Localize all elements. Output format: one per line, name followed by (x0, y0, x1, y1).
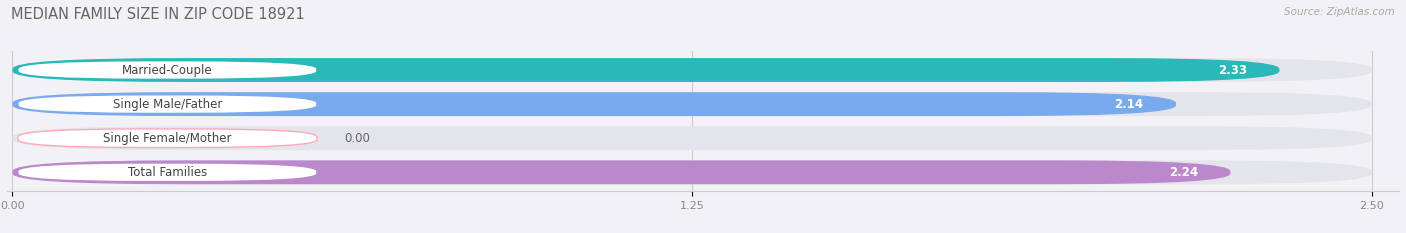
Text: Source: ZipAtlas.com: Source: ZipAtlas.com (1284, 7, 1395, 17)
Text: Single Male/Father: Single Male/Father (112, 98, 222, 111)
FancyBboxPatch shape (13, 58, 1279, 82)
Text: MEDIAN FAMILY SIZE IN ZIP CODE 18921: MEDIAN FAMILY SIZE IN ZIP CODE 18921 (11, 7, 305, 22)
Text: Married-Couple: Married-Couple (122, 64, 212, 76)
Text: Single Female/Mother: Single Female/Mother (103, 132, 232, 145)
Text: 0.00: 0.00 (344, 132, 370, 145)
FancyBboxPatch shape (13, 160, 1230, 184)
FancyBboxPatch shape (13, 92, 1175, 116)
Text: Total Families: Total Families (128, 166, 207, 179)
FancyBboxPatch shape (18, 163, 316, 182)
Text: 2.33: 2.33 (1218, 64, 1247, 76)
FancyBboxPatch shape (13, 58, 1372, 82)
FancyBboxPatch shape (13, 126, 1372, 150)
Text: 2.14: 2.14 (1115, 98, 1143, 111)
FancyBboxPatch shape (18, 61, 316, 79)
Text: 2.24: 2.24 (1168, 166, 1198, 179)
FancyBboxPatch shape (13, 160, 1372, 184)
FancyBboxPatch shape (18, 129, 316, 147)
FancyBboxPatch shape (13, 92, 1372, 116)
FancyBboxPatch shape (18, 95, 316, 113)
